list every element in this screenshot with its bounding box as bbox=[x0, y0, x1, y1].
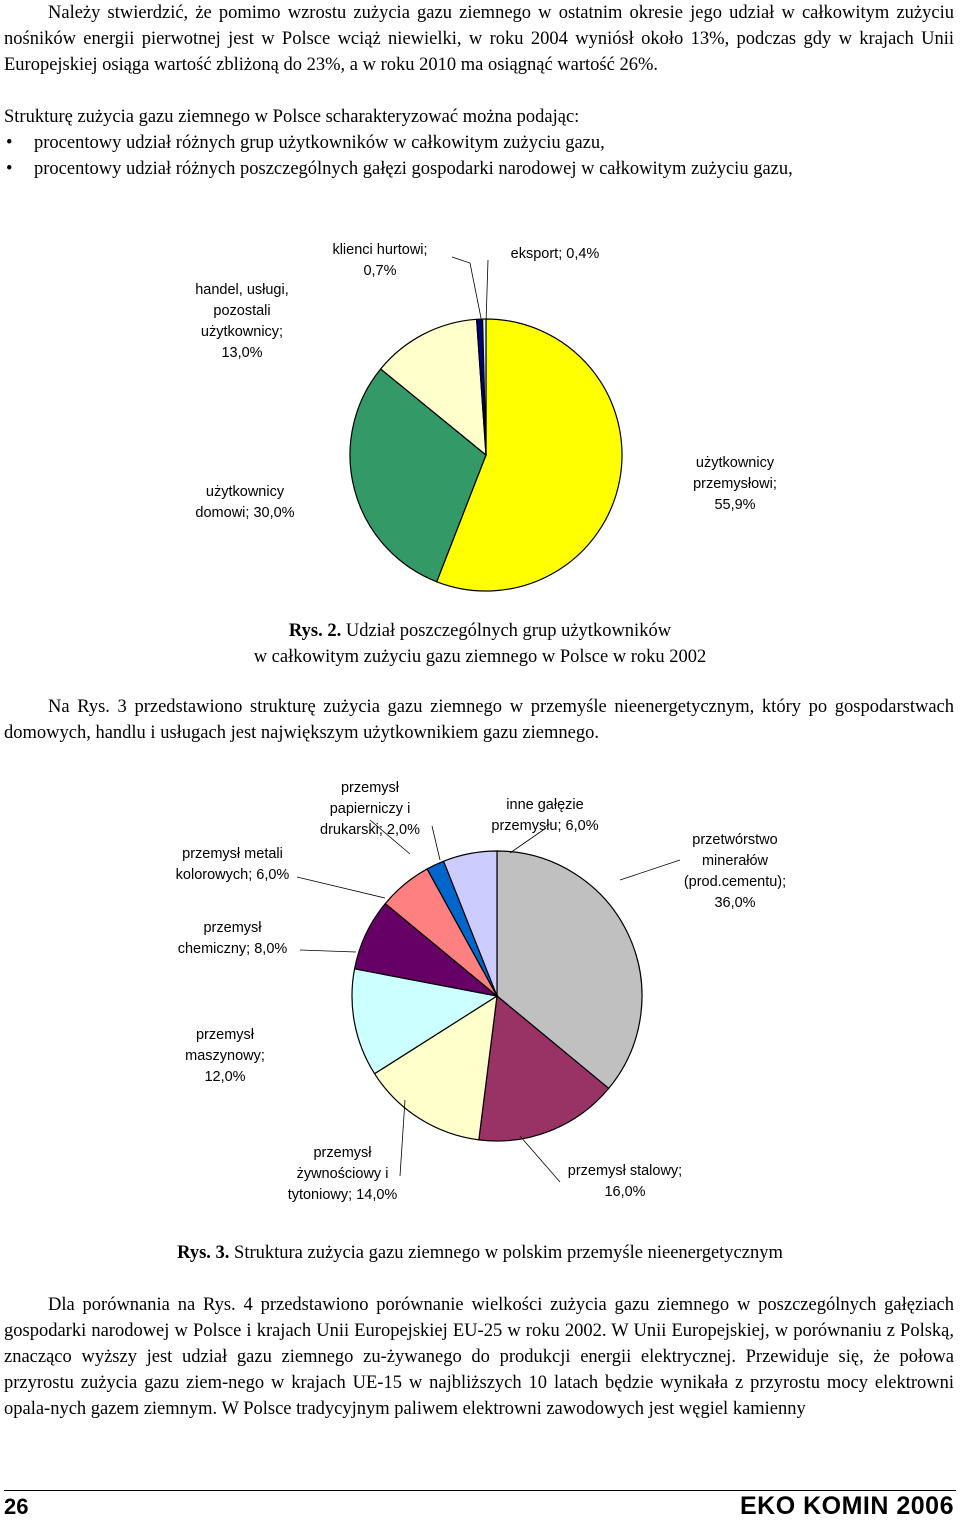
figure-caption: Rys. 2. Udział poszczególnych grup użytk… bbox=[0, 618, 960, 644]
journal-title: EKO KOMIN 2006 bbox=[739, 1492, 954, 1520]
leader-line bbox=[399, 1099, 406, 1177]
pie-slice bbox=[442, 850, 498, 997]
pie-label: użytkownicy przemysłowi; 55,9% bbox=[693, 455, 777, 513]
paragraph-intro: Należy stwierdzić, że pomimo wzrostu zuż… bbox=[4, 3, 954, 75]
pie-label: przemysł stalowy; 16,0% bbox=[567, 1163, 683, 1200]
pie-label: przemysł maszynowy; 12,0% bbox=[185, 1027, 265, 1085]
pie-label: przemysł metali kolorowych; 6,0% bbox=[175, 846, 290, 883]
pie-label: handel, usługi, pozostali użytkownicy; 1… bbox=[195, 282, 289, 361]
figure-caption-text: Udział poszczególnych grup użytkowników bbox=[345, 621, 672, 641]
pie-chart-industry: przemysł papierniczy i drukarski; 2,0% i… bbox=[0, 770, 960, 1230]
bullet-text: procentowy udział różnych poszczególnych… bbox=[34, 159, 793, 179]
page-number: 26 bbox=[4, 1494, 29, 1519]
figure-caption-line2: w całkowitym zużyciu gazu ziemnego w Pol… bbox=[253, 647, 707, 667]
pie-slice bbox=[373, 994, 498, 1141]
leader-line bbox=[519, 1135, 561, 1183]
figure-number: Rys. 3. bbox=[177, 1243, 230, 1263]
figure-caption: Rys. 3. Struktura zużycia gazu ziemnego … bbox=[0, 1240, 960, 1266]
pie-chart-user-groups: klienci hurtowi; 0,7% eksport; 0,4% hand… bbox=[0, 220, 960, 620]
pie-slice bbox=[349, 368, 487, 583]
leader-line bbox=[451, 256, 483, 324]
pie-label: przemysł żywnościowy i tytoniowy; 14,0% bbox=[287, 1145, 398, 1203]
bullet-item: • procentowy udział różnych grup użytkow… bbox=[4, 130, 954, 156]
bullet-item: • procentowy udział różnych poszczególny… bbox=[4, 156, 954, 182]
leader-line bbox=[296, 876, 386, 899]
pie-label: przemysł chemiczny; 8,0% bbox=[177, 920, 288, 957]
pie-label: eksport; 0,4% bbox=[510, 246, 600, 262]
paragraph-fig3-intro: Na Rys. 3 przedstawiono strukturę zużyci… bbox=[4, 697, 954, 743]
pie-slice bbox=[478, 994, 610, 1142]
leader-line bbox=[619, 859, 681, 881]
pie-chart-svg bbox=[296, 819, 681, 1183]
leader-line bbox=[299, 949, 357, 953]
bullet-icon: • bbox=[6, 133, 13, 153]
pie-slice bbox=[496, 850, 643, 1090]
leader-line bbox=[369, 819, 411, 855]
footer-rule bbox=[4, 1490, 956, 1491]
leader-line bbox=[431, 825, 441, 861]
pie-label: przetwórstwo minerałów (prod.cementu); 3… bbox=[683, 832, 787, 911]
pie-slice bbox=[351, 968, 499, 1075]
bullet-text: procentowy udział różnych grup użytkowni… bbox=[34, 133, 605, 153]
pie-label: inne gałęzie przemysłu; 6,0% bbox=[491, 797, 599, 834]
leader-line bbox=[509, 827, 547, 854]
paragraph-structure: Strukturę zużycia gazu ziemnego w Polsce… bbox=[4, 107, 580, 127]
paragraph-comparison: Dla porównania na Rys. 4 przedstawiono p… bbox=[4, 1295, 954, 1419]
pie-label: klienci hurtowi; 0,7% bbox=[332, 242, 428, 279]
pie-label: użytkownicy domowi; 30,0% bbox=[195, 484, 295, 521]
leader-line bbox=[485, 259, 489, 324]
pie-slice bbox=[435, 318, 623, 592]
pie-label: przemysł papierniczy i drukarski; 2,0% bbox=[320, 780, 420, 838]
bullet-icon: • bbox=[6, 159, 13, 179]
figure-caption-text: Struktura zużycia gazu ziemnego w polski… bbox=[234, 1243, 783, 1263]
pie-chart-svg bbox=[349, 256, 623, 592]
figure-number: Rys. 2. bbox=[288, 621, 342, 641]
pie-slice bbox=[379, 318, 487, 457]
